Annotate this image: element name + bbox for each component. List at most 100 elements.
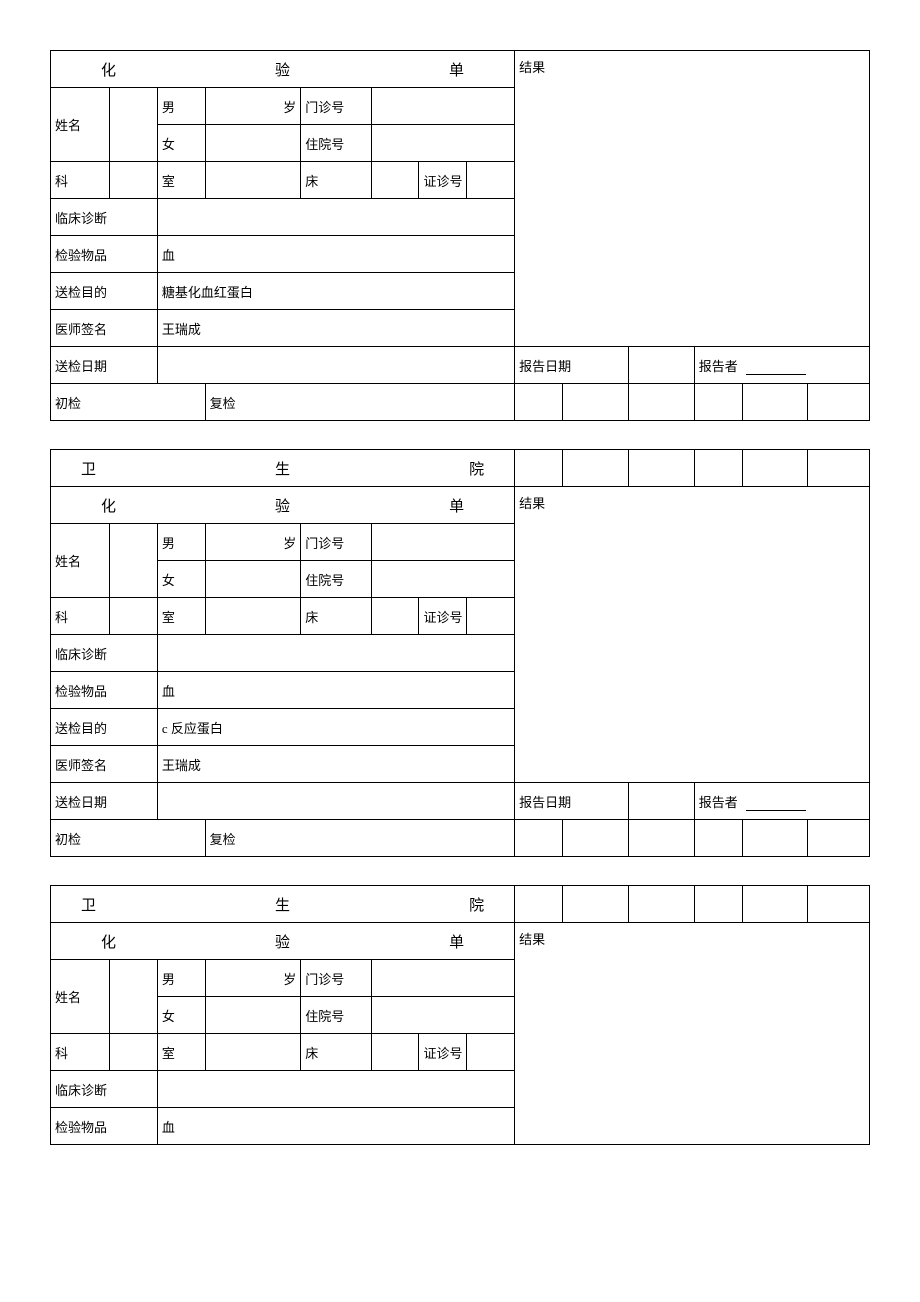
value-specimen: 血: [157, 672, 514, 709]
label-room: 室: [157, 162, 205, 199]
lab-form-table: 化 验 单结果姓名男岁门诊号女住院号科室床证诊号临床诊断检验物品血送检目的糖基化…: [50, 50, 870, 421]
hospital-title: 卫 生 院: [51, 886, 515, 923]
label-first-check: 初检: [51, 820, 206, 857]
value-room: [205, 1034, 301, 1071]
blank-cell: [628, 384, 694, 421]
label-bed: 床: [301, 162, 372, 199]
blank-cell: [694, 820, 742, 857]
label-male: 男: [157, 88, 205, 125]
blank-cell: [628, 450, 694, 487]
label-dept: 科: [51, 1034, 110, 1071]
label-age: 岁: [205, 960, 301, 997]
label-female: 女: [157, 997, 205, 1034]
value-doctor: 王瑞成: [157, 746, 514, 783]
label-outpatient-no: 门诊号: [301, 524, 372, 561]
label-name: 姓名: [51, 524, 110, 598]
label-doctor-sign: 医师签名: [51, 310, 158, 347]
label-send-date: 送检日期: [51, 347, 158, 384]
label-diagnosis: 临床诊断: [51, 635, 158, 672]
label-male: 男: [157, 524, 205, 561]
label-room: 室: [157, 1034, 205, 1071]
label-specimen: 检验物品: [51, 236, 158, 273]
result-area: 结果: [515, 51, 870, 347]
value-doctor: 王瑞成: [157, 310, 514, 347]
value-inpatient-no: [371, 125, 514, 162]
value-age: [205, 997, 301, 1034]
blank-cell: [808, 384, 870, 421]
label-doctor-sign: 医师签名: [51, 746, 158, 783]
value-inpatient-no: [371, 997, 514, 1034]
blank-cell: [742, 384, 808, 421]
label-send-date: 送检日期: [51, 783, 158, 820]
label-purpose: 送检目的: [51, 709, 158, 746]
value-specimen: 血: [157, 1108, 514, 1145]
label-purpose: 送检目的: [51, 273, 158, 310]
value-age: [205, 561, 301, 598]
blank-cell: [515, 450, 563, 487]
value-dept: [110, 1034, 158, 1071]
label-age: 岁: [205, 524, 301, 561]
label-inpatient-no: 住院号: [301, 561, 372, 598]
blank-cell: [742, 820, 808, 857]
value-send-date: [157, 783, 514, 820]
label-diagnosis: 临床诊断: [51, 1071, 158, 1108]
blank-cell: [628, 886, 694, 923]
blank-cell: [515, 820, 563, 857]
blank-cell: [742, 886, 808, 923]
lab-form-table: 卫 生 院化 验 单结果姓名男岁门诊号女住院号科室床证诊号临床诊断检验物品血送检…: [50, 449, 870, 857]
blank-cell: [694, 450, 742, 487]
value-cert-no: [467, 1034, 515, 1071]
label-specimen: 检验物品: [51, 672, 158, 709]
value-name: [110, 960, 158, 1034]
blank-cell: [808, 450, 870, 487]
label-female: 女: [157, 561, 205, 598]
label-male: 男: [157, 960, 205, 997]
form-title: 化 验 单: [51, 923, 515, 960]
value-name: [110, 88, 158, 162]
label-specimen: 检验物品: [51, 1108, 158, 1145]
value-age: [205, 125, 301, 162]
value-purpose: c 反应蛋白: [157, 709, 514, 746]
value-purpose: 糖基化血红蛋白: [157, 273, 514, 310]
value-inpatient-no: [371, 561, 514, 598]
value-outpatient-no: [371, 524, 514, 561]
value-cert-no: [467, 162, 515, 199]
label-cert-no: 证诊号: [419, 1034, 467, 1071]
label-recheck: 复检: [205, 384, 514, 421]
form-title: 化 验 单: [51, 487, 515, 524]
lab-form-table: 卫 生 院化 验 单结果姓名男岁门诊号女住院号科室床证诊号临床诊断检验物品血: [50, 885, 870, 1145]
label-report-date: 报告日期: [515, 347, 629, 384]
value-name: [110, 524, 158, 598]
blank-cell: [562, 886, 628, 923]
label-bed: 床: [301, 598, 372, 635]
value-diagnosis: [157, 1071, 514, 1108]
value-diagnosis: [157, 199, 514, 236]
form-title: 化 验 单: [51, 51, 515, 88]
value-room: [205, 598, 301, 635]
label-cert-no: 证诊号: [419, 162, 467, 199]
hospital-title: 卫 生 院: [51, 450, 515, 487]
label-dept: 科: [51, 598, 110, 635]
blank-cell: [562, 384, 628, 421]
label-name: 姓名: [51, 88, 110, 162]
blank-cell: [694, 886, 742, 923]
label-name: 姓名: [51, 960, 110, 1034]
result-area: 结果: [515, 923, 870, 1145]
label-cert-no: 证诊号: [419, 598, 467, 635]
value-send-date: [157, 347, 514, 384]
value-outpatient-no: [371, 960, 514, 997]
value-bed: [371, 1034, 419, 1071]
label-first-check: 初检: [51, 384, 206, 421]
blank-cell: [515, 384, 563, 421]
value-dept: [110, 162, 158, 199]
blank-cell: [808, 886, 870, 923]
label-report-date: 报告日期: [515, 783, 629, 820]
value-bed: [371, 162, 419, 199]
label-room: 室: [157, 598, 205, 635]
label-female: 女: [157, 125, 205, 162]
blank-cell: [562, 820, 628, 857]
blank-cell: [628, 820, 694, 857]
label-age: 岁: [205, 88, 301, 125]
result-area: 结果: [515, 487, 870, 783]
value-report-date: [628, 783, 694, 820]
